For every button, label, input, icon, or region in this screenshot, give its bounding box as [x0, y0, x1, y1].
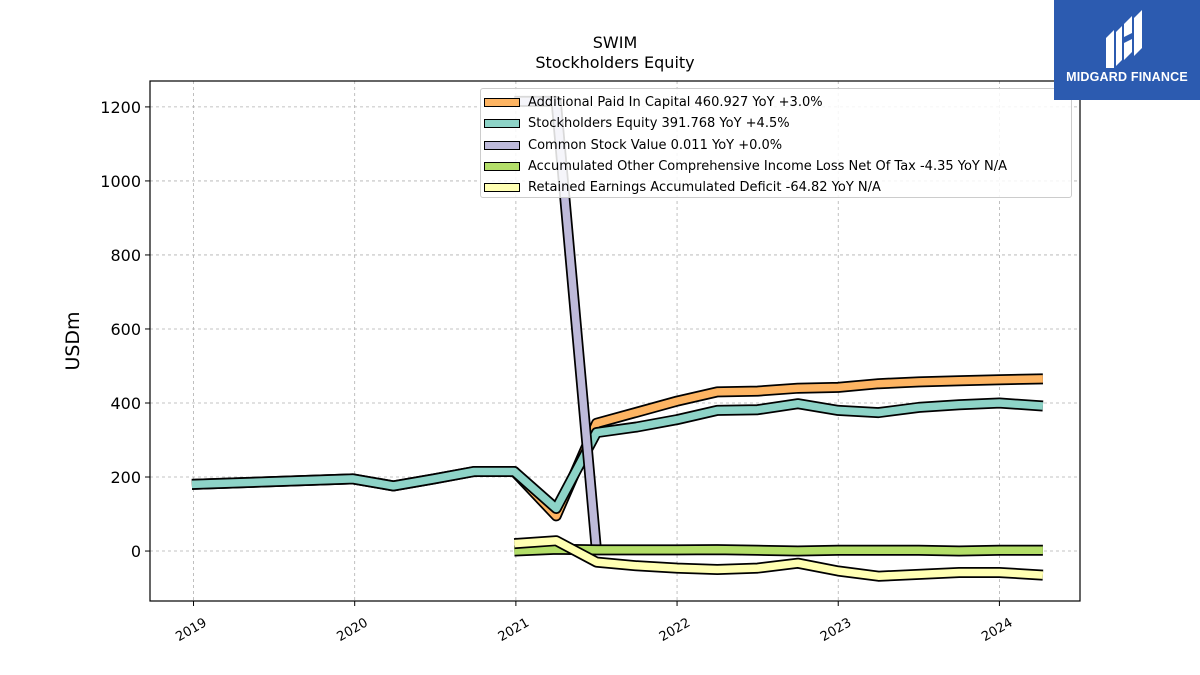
y-tick-label: 400 — [110, 394, 141, 413]
y-tick-label: 1000 — [100, 172, 141, 191]
legend: Additional Paid In Capital 460.927 YoY +… — [480, 88, 1072, 198]
x-tick-label: 2023 — [818, 615, 854, 645]
series-lines — [191, 95, 1044, 582]
legend-swatch — [484, 98, 520, 108]
series-line-retained-earnings-accumulated-deficit — [514, 536, 1044, 580]
x-tick-label: 2024 — [979, 615, 1015, 645]
legend-label: Common Stock Value 0.011 YoY +0.0% — [528, 137, 783, 153]
x-axis: 2019 2020 2021 2022 2023 2024 — [173, 601, 1015, 645]
legend-item: Accumulated Other Comprehensive Income L… — [481, 156, 1071, 177]
y-tick-label: 1200 — [100, 98, 141, 117]
y-tick-label: 800 — [110, 246, 141, 265]
y-axis: 0 200 400 600 800 1000 1200 — [100, 98, 150, 561]
legend-label: Accumulated Other Comprehensive Income L… — [528, 159, 1007, 175]
y-tick-label: 200 — [110, 468, 141, 487]
x-tick-label: 2020 — [335, 615, 371, 645]
legend-item: Additional Paid In Capital 460.927 YoY +… — [481, 92, 1071, 113]
legend-swatch — [484, 183, 520, 193]
y-tick-label: 0 — [131, 542, 141, 561]
legend-label: Additional Paid In Capital 460.927 YoY +… — [528, 95, 823, 111]
series-line-stockholders-equity — [191, 399, 1044, 513]
x-tick-label: 2021 — [496, 615, 532, 645]
legend-item: Stockholders Equity 391.768 YoY +4.5% — [481, 113, 1071, 134]
midgard-logo-icon — [1106, 10, 1142, 68]
legend-swatch — [484, 140, 520, 150]
x-tick-label: 2022 — [657, 615, 693, 645]
legend-swatch — [484, 162, 520, 172]
legend-label: Retained Earnings Accumulated Deficit -6… — [528, 180, 881, 196]
legend-item: Retained Earnings Accumulated Deficit -6… — [481, 177, 1071, 198]
series-line-accumulated-other-comprehensive-income-loss-net-of-tax — [514, 545, 1043, 555]
midgard-finance-logo: MIDGARD FINANCE — [1054, 0, 1200, 100]
x-tick-label: 2019 — [173, 615, 209, 645]
logo-text: MIDGARD FINANCE — [1066, 70, 1188, 84]
chart-title: SWIM — [592, 33, 638, 52]
chart-subtitle: Stockholders Equity — [535, 53, 695, 72]
series-outline-additional-paid-in-capital — [191, 373, 1044, 522]
legend-swatch — [484, 119, 520, 129]
series-line-additional-paid-in-capital — [191, 375, 1043, 520]
legend-item: Common Stock Value 0.011 YoY +0.0% — [481, 135, 1071, 156]
plot-frame — [149, 80, 1081, 602]
legend-label: Stockholders Equity 391.768 YoY +4.5% — [528, 116, 790, 132]
y-tick-label: 600 — [110, 320, 141, 339]
y-axis-label: USDm — [62, 311, 84, 371]
